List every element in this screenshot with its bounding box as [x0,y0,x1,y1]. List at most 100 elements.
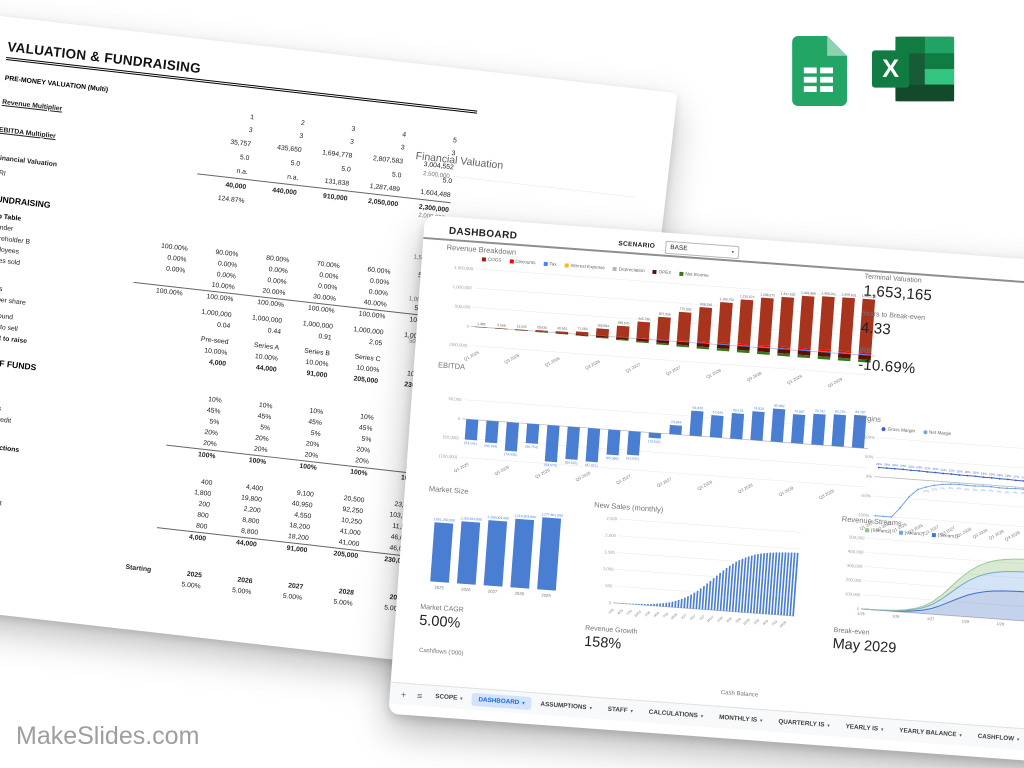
svg-text:17%: 17% [1013,475,1020,479]
svg-text:Q1 2028: Q1 2028 [705,367,722,379]
svg-text:74,887: 74,887 [794,409,805,414]
legend-swatch [564,262,569,268]
svg-text:1/26: 1/26 [644,610,651,617]
revenue-streams-chart: 500,000 400,000 300,000 200,000 100,000 01/25… [845,535,1024,627]
svg-text:Q3 2026: Q3 2026 [584,358,601,370]
sheet-tab-yearly-is[interactable]: YEARLY IS ▾ [838,720,891,737]
svg-text:(84,525): (84,525) [565,460,578,465]
tab-label: YEARLY BALANCE [899,727,957,739]
tab-label: MONTHLY IS [718,713,758,724]
svg-text:(65,096): (65,096) [606,456,619,461]
svg-text:1/29: 1/29 [997,622,1005,627]
sheet-tab-quarterly-is[interactable]: QUARTERLY IS ▾ [771,715,837,733]
svg-text:-5%: -5% [996,490,1002,494]
ebitda-block: EBITDA 50,000 0 (50,000) (100,000) (53,141)(… [430,360,874,508]
google-sheets-icon [792,36,847,106]
sheet-tab-cashflow[interactable]: CASHFLOW ▾ [970,729,1024,746]
svg-text:1/25: 1/25 [857,612,865,617]
svg-text:-5%: -5% [948,486,954,490]
sheet-tab-yearly-balance[interactable]: YEARLY BALANCE ▾ [892,724,969,743]
svg-text:22%: 22% [932,467,939,471]
svg-text:1,462,752: 1,462,752 [862,294,877,299]
svg-text:23%: 23% [908,465,915,469]
sheet-tab-monthly-is[interactable]: MONTHLY IS ▾ [712,710,770,727]
svg-text:936,246: 936,246 [700,302,712,307]
valuation-table: PRE-MONEY VALUATION (Multi) 1 2 3 4 5 Revenue … [0,68,460,616]
svg-text:82,270: 82,270 [835,409,846,414]
svg-text:298,670: 298,670 [617,321,629,326]
svg-text:23%: 23% [916,465,923,469]
ebitda-chart: 50,000 0 (50,000) (100,000) (53,141) (56,704)… [439,396,870,500]
svg-text:40,561: 40,561 [557,326,568,331]
sheet-tab-scope[interactable]: SCOPE ▾ [428,690,470,706]
legend-swatch [922,429,928,434]
svg-text:1,277,801,000: 1,277,801,000 [541,512,563,518]
dashboard-sheet: DASHBOARD SCENARIO BASE ▾ Revenue Breakd… [388,215,1024,763]
svg-text:1,423,966: 1,423,966 [801,291,816,296]
svg-text:-17%: -17% [922,489,930,494]
svg-text:19%: 19% [989,472,996,476]
legend-swatch [543,261,548,266]
legend-label: COGS [487,256,502,263]
svg-text:18%: 18% [997,473,1004,477]
all-sheets-icon[interactable]: ≡ [416,690,423,701]
add-sheet-icon[interactable]: + [400,689,407,700]
svg-text:-11%: -11% [930,487,937,492]
svg-text:(53,141): (53,141) [464,441,477,446]
svg-text:1/28: 1/28 [962,619,970,624]
svg-text:7/26: 7/26 [662,611,669,618]
svg-text:400,000: 400,000 [848,549,864,555]
svg-text:2,500,000: 2,500,000 [423,171,451,180]
svg-text:-5%: -5% [964,487,970,491]
legend-swatch [481,256,487,262]
excel-icon: X [872,36,955,102]
sheet-tab-calculations[interactable]: CALCULATIONS ▾ [641,705,710,723]
svg-text:Q1 2025: Q1 2025 [453,461,470,473]
svg-text:-5%: -5% [1004,490,1010,494]
svg-text:1,103,813,000: 1,103,813,000 [460,516,482,522]
svg-text:Q3 2029: Q3 2029 [818,488,835,500]
legend-label: OPEX [658,269,672,276]
svg-text:2025: 2025 [434,585,444,591]
svg-text:300,000: 300,000 [847,563,863,569]
svg-text:18%: 18% [1005,474,1012,478]
kpi-market-cagr: Market CAGR 5.00% [419,604,562,639]
svg-text:-4%: -4% [980,488,986,492]
revenue-streams-block: Revenue Streams [Stream3] [stream2] [Strea… [832,514,1024,666]
svg-text:4/25: 4/25 [617,608,624,615]
svg-text:1,389: 1,389 [477,322,486,327]
svg-text:Q3 2027: Q3 2027 [665,364,682,376]
kpi-break-even: Break-even May 2029 [832,627,1024,667]
chevron-down-icon: ▾ [959,732,962,738]
svg-text:1/28: 1/28 [716,615,723,622]
svg-text:19%: 19% [981,472,988,476]
svg-text:1,051,250,000: 1,051,250,000 [433,517,455,523]
revenue-breakdown-chart: 1,500,000 1,000,000 500,000 0 (500,000) 1,389… [449,265,880,388]
svg-text:1,216,953,000: 1,216,953,000 [514,514,536,520]
svg-text:1/27: 1/27 [680,613,687,620]
svg-text:10/27: 10/27 [706,615,715,623]
svg-text:22%: 22% [924,466,931,470]
svg-text:0: 0 [857,606,860,611]
svg-text:20%: 20% [965,470,972,474]
svg-text:84,787: 84,787 [855,410,866,415]
svg-text:445,738: 445,738 [638,316,650,321]
sheet-tab-dashboard[interactable]: DASHBOARD ▾ [471,692,533,711]
sheet-tab-assumptions[interactable]: ASSUMPTIONS ▾ [533,697,599,715]
svg-text:1,215,077: 1,215,077 [740,294,755,299]
svg-text:85,882: 85,882 [774,404,785,409]
sheet-tab-staff[interactable]: STAFF ▾ [600,702,640,718]
margins-chart: 100%50%0%-50%-100%24% 24% 24% 24% 23% 23% 22% 2… [857,434,1024,542]
svg-text:Q3 2026: Q3 2026 [575,470,592,482]
svg-text:Q1 2026: Q1 2026 [534,467,551,479]
svg-text:-7%: -7% [939,486,945,490]
svg-text:0%: 0% [866,474,873,479]
svg-text:17%: 17% [1021,475,1024,479]
svg-text:1,105,752: 1,105,752 [719,297,734,302]
svg-text:1,000,000: 1,000,000 [453,284,473,290]
chevron-down-icon: ▾ [700,713,704,719]
svg-text:-4%: -4% [988,489,994,493]
svg-text:21%: 21% [940,468,947,472]
svg-text:50,000: 50,000 [448,396,462,402]
